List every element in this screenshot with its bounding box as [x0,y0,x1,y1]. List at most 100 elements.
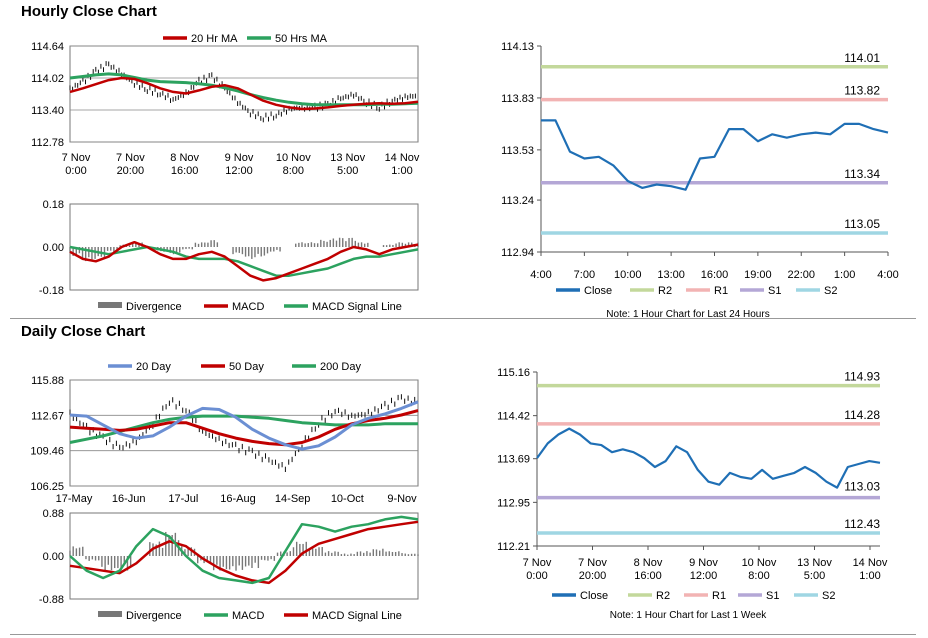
levels-x-tick-label: 1:00 [834,269,855,281]
level-r2-label: 114.01 [844,51,880,65]
weekly-y-tick-label: 115.16 [497,367,530,379]
levels-y-tick-label: 114.13 [501,41,534,53]
legend-50-day-label: 50 Day [229,361,264,373]
legend-macd-signal-label: MACD Signal Line [312,301,402,313]
legend-daily-macd-signal-label: MACD Signal Line [312,610,402,622]
hourly-levels-chart: 114.13 113.83 113.53 113.24 112.94 114.01 113.… [501,41,899,320]
levels-x-tick-label: 4:00 [530,269,551,281]
section-divider-top [10,318,916,319]
daily-macd-y-tick-label: 0.88 [43,508,64,520]
level-s1-label: 113.34 [844,167,880,181]
weekly-note: Note: 1 Hour Chart for Last 1 Week [610,610,768,621]
weekly-level-s2-label: 112.43 [844,517,880,531]
daily-price-y-tick-label: 115.88 [31,375,64,387]
levels-x-tick-label: 16:00 [701,269,729,281]
weekly-x-tick-label: 9 Nov 12:00 [689,557,718,582]
daily-x-tick-label: 9-Nov [387,493,417,505]
levels-x-tick-label: 19:00 [744,269,772,281]
hourly-x-tick-label: 7 Nov 20:00 [116,152,145,177]
levels-x-tick-label: 7:00 [574,269,595,281]
hourly-chart-title: Hourly Close Chart [21,3,157,20]
hourly-price-y-tick-label: 114.02 [31,73,64,85]
hourly-macd-y-tick-label: -0.18 [39,285,64,297]
hourly-macd-y-tick-label: 0.18 [43,199,64,211]
hourly-macd-chart: 0.18 0.00 -0.18 Divergence MACD MACD Signal L… [39,199,419,313]
ma20d-line [69,400,419,451]
daily-macd-line [69,515,419,585]
legend-weekly-r1-label: R1 [712,590,726,602]
levels-y-tick-label: 113.24 [501,195,534,207]
daily-price-y-tick-label: 109.46 [30,446,64,458]
weekly-x-tick-label: 10 Nov 8:00 [742,557,777,582]
daily-macd-y-tick-label: -0.88 [39,594,64,606]
hourly-price-y-tick-label: 112.78 [31,137,64,149]
daily-macd-chart: 0.88 0.00 -0.88 Divergence MACD MACD Signal L… [39,508,419,622]
weekly-y-tick-label: 113.69 [497,454,530,466]
hourly-price-chart: 114.64 114.02 113.40 112.78 7 Nov 0:00 7 Nov 20… [31,33,420,177]
weekly-x-tick-label: 14 Nov 1:00 [853,557,888,582]
hourly-x-tick-label: 10 Nov 8:00 [276,152,311,177]
legend-daily-divergence-label: Divergence [126,610,182,622]
hourly-price-y-tick-label: 113.40 [31,105,64,117]
weekly-close-line [536,427,881,489]
legend-hourly-r2-label: R2 [658,285,672,297]
daily-x-tick-label: 16-Jun [112,493,146,505]
levels-x-tick-label: 10:00 [614,269,642,281]
legend-hourly-close-label: Close [584,285,612,297]
hourly-signal-line [69,245,419,277]
weekly-x-tick-label: 8 Nov 16:00 [634,557,663,582]
daily-x-tick-label: 17-May [56,493,93,505]
levels-x-tick-label: 22:00 [787,269,815,281]
daily-x-tick-label: 16-Aug [220,493,255,505]
legend-200-day-label: 200 Day [320,361,361,373]
hourly-macd-line [69,240,419,282]
weekly-y-tick-label: 112.95 [497,497,530,509]
hourly-close-line [541,119,889,191]
daily-macd-y-tick-label: 0.00 [43,551,64,563]
legend-20-day-label: 20 Day [136,361,171,373]
daily-price-y-tick-label: 112.67 [31,410,64,422]
legend-hourly-r1-label: R1 [714,285,728,297]
weekly-level-r1-label: 114.28 [844,408,880,422]
levels-x-tick-label: 13:00 [657,269,685,281]
legend-daily-macd-label: MACD [232,610,264,622]
levels-y-tick-label: 113.83 [501,93,534,105]
levels-x-tick-label: 4:00 [877,269,898,281]
hourly-x-tick-label: 13 Nov 5:00 [330,152,365,177]
legend-macd-label: MACD [232,301,264,313]
hourly-price-y-tick-label: 114.64 [31,41,64,53]
hourly-x-tick-label: 14 Nov 1:00 [385,152,420,177]
legend-divergence-label: Divergence [126,301,182,313]
legend-weekly-r2-label: R2 [656,590,670,602]
daily-price-y-tick-label: 106.25 [30,481,64,493]
legend-daily-divergence-swatch [98,611,122,617]
daily-chart-title: Daily Close Chart [21,323,146,340]
daily-macd-plot-frame [69,512,419,600]
daily-x-tick-label: 14-Sep [275,493,310,505]
weekly-x-tick-label: 13 Nov 5:00 [797,557,832,582]
legend-weekly-s2-label: S2 [822,590,835,602]
legend-hourly-s2-label: S2 [824,285,837,297]
daily-signal-line [69,520,419,585]
hourly-macd-y-tick-label: 0.00 [43,242,64,254]
hourly-x-tick-label: 8 Nov 16:00 [170,152,199,177]
level-s2-label: 113.05 [844,217,880,231]
weekly-y-tick-label: 112.21 [497,541,530,553]
daily-x-tick-label: 17-Jul [168,493,198,505]
legend-hourly-s1-label: S1 [768,285,781,297]
legend-20hr-ma-label: 20 Hr MA [191,33,238,45]
weekly-level-r2-label: 114.93 [844,370,880,384]
hourly-x-tick-label: 7 Nov 0:00 [62,152,91,177]
hourly-note: Note: 1 Hour Chart for Last 24 Hours [606,309,769,320]
levels-y-tick-label: 112.94 [501,247,534,259]
weekly-y-tick-label: 114.42 [497,411,530,423]
legend-divergence-swatch [98,302,122,308]
legend-50hrs-ma-label: 50 Hrs MA [275,33,328,45]
weekly-levels-chart: 115.16 114.42 113.69 112.95 112.21 114.93 114.… [497,367,888,621]
weekly-level-s1-label: 113.03 [844,480,880,494]
hourly-x-tick-label: 9 Nov 12:00 [225,152,254,177]
daily-x-tick-label: 10-Oct [331,493,364,505]
legend-weekly-close-label: Close [580,590,608,602]
